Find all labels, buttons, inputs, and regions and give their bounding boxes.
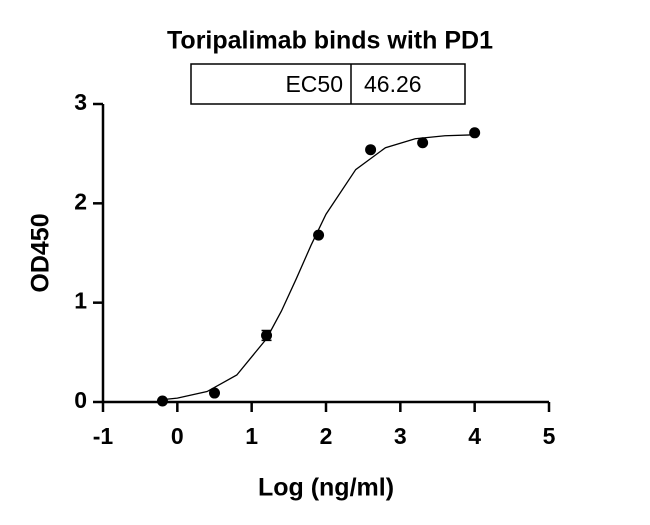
x-tick-label: 1 <box>245 423 258 449</box>
data-point <box>469 127 481 139</box>
x-tick-label: 3 <box>394 423 407 449</box>
data-point <box>209 387 220 399</box>
x-axis-label: Log (ng/ml) <box>258 474 394 502</box>
data-point <box>365 144 377 156</box>
x-tick-label: 4 <box>468 423 481 449</box>
y-tick-label: 1 <box>74 288 87 314</box>
data-point <box>313 229 325 241</box>
y-tick-label: 0 <box>74 387 87 413</box>
ec50-box <box>190 63 466 105</box>
y-axis-label: OD450 <box>27 213 55 292</box>
chart-title: Toripalimab binds with PD1 <box>167 27 493 55</box>
y-tick-label: 2 <box>74 188 87 214</box>
y-tick-label: 3 <box>74 89 87 115</box>
x-tick-label: 5 <box>543 423 556 449</box>
ec50-label: EC50 <box>285 71 343 97</box>
ec50-value: 46.26 <box>364 71 422 97</box>
x-tick-label: 2 <box>320 423 333 449</box>
fit-curve <box>162 134 475 401</box>
x-tick-label: -1 <box>93 423 114 449</box>
data-point <box>417 137 429 149</box>
data-point <box>156 395 168 407</box>
x-tick-label: 0 <box>171 423 184 449</box>
